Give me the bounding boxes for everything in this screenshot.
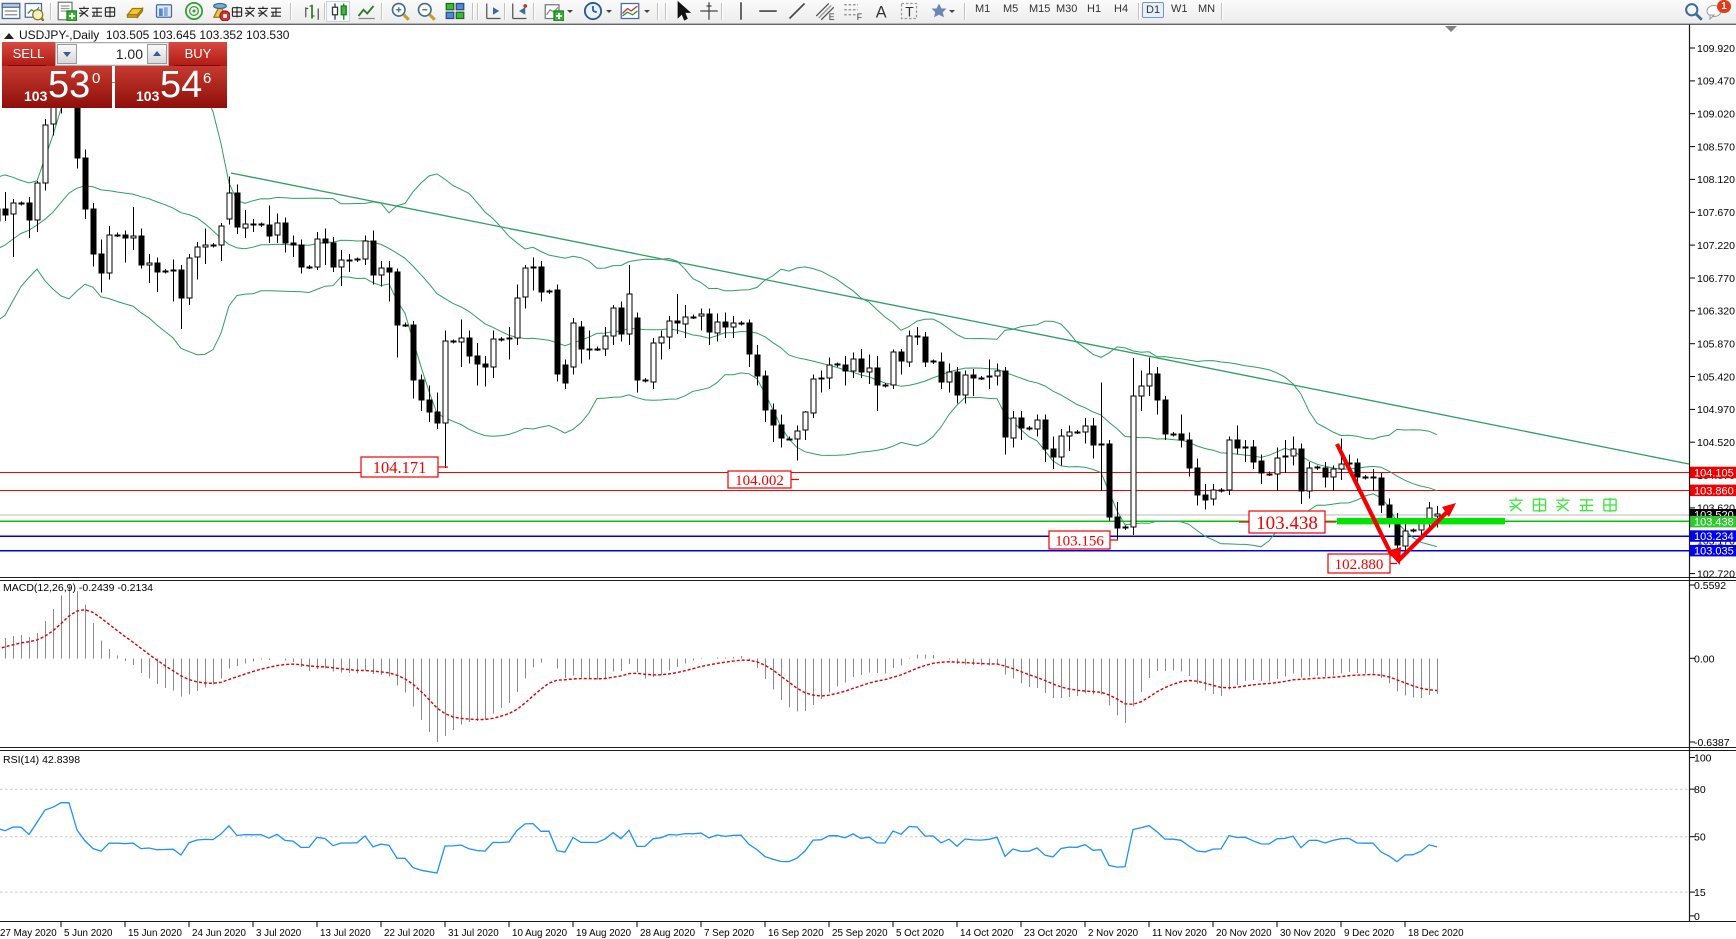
svg-text:0: 0 xyxy=(1694,911,1700,923)
svg-text:23 Oct 2020: 23 Oct 2020 xyxy=(1024,928,1078,939)
svg-text:5 Jun 2020: 5 Jun 2020 xyxy=(64,928,113,939)
svg-text:109.020: 109.020 xyxy=(1697,109,1735,121)
svg-text:108.120: 108.120 xyxy=(1697,174,1735,186)
svg-text:104.105: 104.105 xyxy=(1694,467,1734,479)
svg-text:14 Oct 2020: 14 Oct 2020 xyxy=(960,928,1014,939)
svg-text:104.002: 104.002 xyxy=(735,473,784,489)
svg-text:109.470: 109.470 xyxy=(1697,76,1735,88)
svg-text:16 Sep 2020: 16 Sep 2020 xyxy=(768,928,824,939)
svg-text:104.171: 104.171 xyxy=(373,458,427,477)
svg-text:11 Nov 2020: 11 Nov 2020 xyxy=(1152,928,1207,939)
svg-text:31 Jul 2020: 31 Jul 2020 xyxy=(448,928,499,939)
svg-text:10 Aug 2020: 10 Aug 2020 xyxy=(512,928,568,939)
svg-text:103.234: 103.234 xyxy=(1694,531,1734,543)
svg-text:5 Oct 2020: 5 Oct 2020 xyxy=(896,928,944,939)
svg-text:106.320: 106.320 xyxy=(1697,306,1735,318)
svg-text:E: E xyxy=(829,12,835,21)
svg-text:27 May 2020: 27 May 2020 xyxy=(0,928,57,939)
svg-text:102.880: 102.880 xyxy=(1335,557,1384,573)
svg-text:105.420: 105.420 xyxy=(1697,371,1735,383)
svg-text:103.438: 103.438 xyxy=(1694,517,1734,529)
svg-text:104.970: 104.970 xyxy=(1697,404,1735,416)
svg-text:25 Sep 2020: 25 Sep 2020 xyxy=(832,928,888,939)
svg-text:103.438: 103.438 xyxy=(1256,513,1318,534)
svg-text:20 Nov 2020: 20 Nov 2020 xyxy=(1216,928,1272,939)
svg-text:24 Jun 2020: 24 Jun 2020 xyxy=(192,928,246,939)
svg-text:2 Nov 2020: 2 Nov 2020 xyxy=(1088,928,1139,939)
svg-text:RSI(14) 42.8398: RSI(14) 42.8398 xyxy=(3,754,80,766)
svg-text:105.870: 105.870 xyxy=(1697,339,1735,351)
svg-text:104.520: 104.520 xyxy=(1697,437,1735,449)
svg-text:103.035: 103.035 xyxy=(1694,546,1734,558)
svg-text:30 Nov 2020: 30 Nov 2020 xyxy=(1280,928,1336,939)
svg-text:107.670: 107.670 xyxy=(1697,207,1735,219)
svg-text:18 Dec 2020: 18 Dec 2020 xyxy=(1408,928,1464,939)
svg-text:107.220: 107.220 xyxy=(1697,240,1735,252)
svg-text:A: A xyxy=(876,3,887,21)
svg-text:22 Jul 2020: 22 Jul 2020 xyxy=(384,928,435,939)
svg-text:3 Jul 2020: 3 Jul 2020 xyxy=(256,928,302,939)
svg-text:T: T xyxy=(905,5,914,20)
svg-text:106.770: 106.770 xyxy=(1697,273,1735,285)
svg-text:109.920: 109.920 xyxy=(1697,43,1735,55)
svg-text:-0.6387: -0.6387 xyxy=(1694,737,1730,749)
svg-text:7 Sep 2020: 7 Sep 2020 xyxy=(704,928,755,939)
svg-text:102.720: 102.720 xyxy=(1697,568,1735,580)
svg-text:15: 15 xyxy=(1694,887,1706,899)
svg-text:0.5592: 0.5592 xyxy=(1694,580,1726,592)
svg-text:F: F xyxy=(857,12,862,21)
svg-text:15 Jun 2020: 15 Jun 2020 xyxy=(128,928,182,939)
svg-text:80: 80 xyxy=(1694,784,1706,796)
svg-text:13 Jul 2020: 13 Jul 2020 xyxy=(320,928,371,939)
svg-text:50: 50 xyxy=(1694,832,1706,844)
svg-text:MACD(12,26,9) -0.2439 -0.2134: MACD(12,26,9) -0.2439 -0.2134 xyxy=(3,582,153,594)
svg-text:9 Dec 2020: 9 Dec 2020 xyxy=(1344,928,1395,939)
svg-text:0.00: 0.00 xyxy=(1694,653,1715,665)
svg-text:19 Aug 2020: 19 Aug 2020 xyxy=(576,928,632,939)
svg-text:100: 100 xyxy=(1694,753,1712,765)
svg-text:103.860: 103.860 xyxy=(1694,485,1734,497)
svg-text:28 Aug 2020: 28 Aug 2020 xyxy=(640,928,696,939)
svg-text:108.570: 108.570 xyxy=(1697,141,1735,153)
svg-text:103.156: 103.156 xyxy=(1055,533,1104,549)
